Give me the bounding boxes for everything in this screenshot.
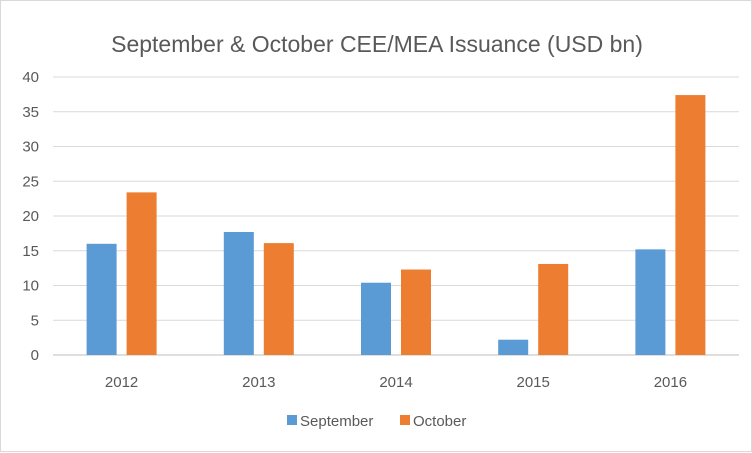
x-tick-label: 2015 [517, 374, 550, 391]
x-tick-label: 2013 [242, 374, 275, 391]
bar-october-2016 [675, 95, 706, 355]
bar-october-2013 [263, 243, 294, 355]
y-tick-label: 40 [22, 69, 39, 86]
x-tick-label: 2014 [379, 374, 412, 391]
y-tick-label: 20 [22, 208, 39, 225]
bar-october-2014 [401, 269, 431, 355]
y-tick-label: 25 [22, 173, 39, 190]
bar-october-2012 [126, 192, 157, 355]
y-tick-label: 35 [22, 104, 39, 121]
legend-swatch-september [287, 415, 297, 425]
bar-september-2016 [635, 249, 666, 355]
legend-swatch-october [400, 415, 410, 425]
x-tick-label: 2012 [105, 374, 138, 391]
y-tick-label: 15 [22, 243, 39, 260]
chart-title: September & October CEE/MEA Issuance (US… [111, 31, 643, 57]
y-tick-label: 0 [31, 347, 39, 364]
bar-september-2015 [498, 339, 529, 355]
bar-october-2015 [538, 263, 569, 355]
legend-label-september: September [300, 413, 373, 430]
y-tick-label: 30 [22, 139, 39, 156]
y-tick-label: 10 [22, 278, 39, 295]
legend-label-october: October [413, 413, 466, 430]
bar-september-2013 [223, 231, 254, 355]
y-tick-label: 5 [31, 312, 39, 329]
x-tick-label: 2016 [654, 374, 687, 391]
bar-september-2014 [361, 282, 391, 355]
bar-september-2012 [86, 243, 117, 355]
